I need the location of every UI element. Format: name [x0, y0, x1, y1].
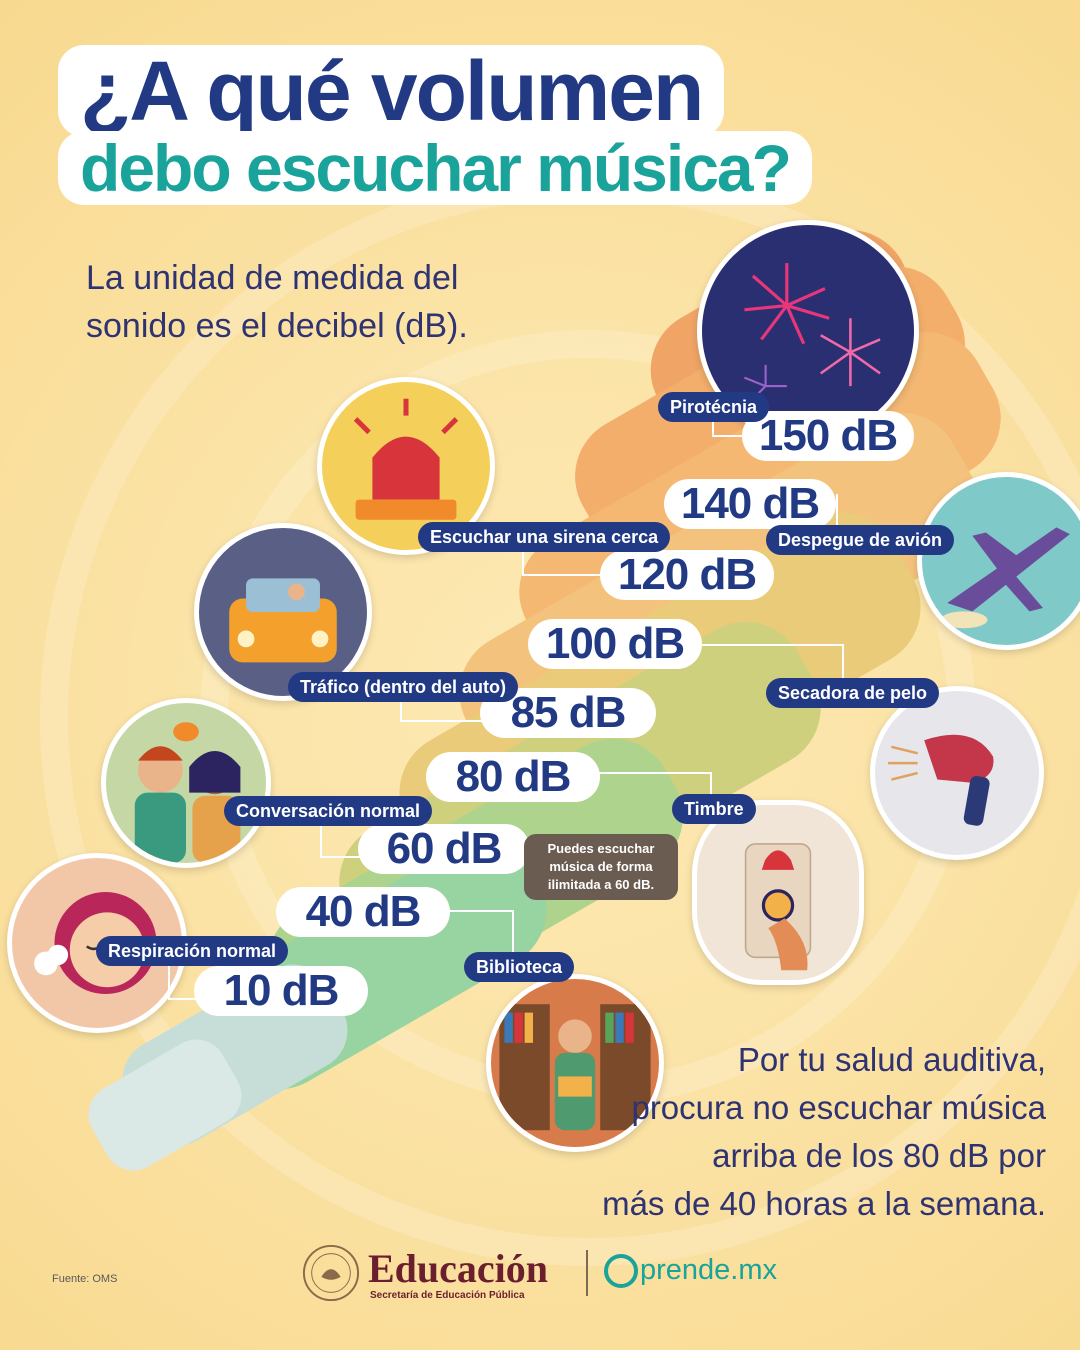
source-text: Fuente: OMS [52, 1273, 118, 1285]
db-value-40: 40 dB [276, 887, 450, 937]
connector-line [700, 644, 844, 682]
sep-seal-icon [302, 1244, 360, 1302]
library-icon [486, 974, 664, 1152]
connector-line [836, 494, 840, 530]
education-brand: Educación [368, 1246, 549, 1291]
title-line-2: debo escuchar música? [58, 131, 812, 205]
hair-dryer-icon [870, 686, 1044, 860]
advice-line-1: Por tu salud auditiva, [737, 1041, 1046, 1078]
car-traffic-icon [194, 523, 372, 701]
connector-line [168, 964, 200, 1000]
db-value-80: 80 dB [426, 752, 600, 802]
label-conversacion: Conversación normal [224, 796, 433, 826]
label-despegue: Despegue de avión [766, 525, 955, 555]
title-line-1: ¿A qué volumen [58, 45, 725, 137]
connector-line [320, 822, 362, 858]
db-value-10: 10 dB [194, 966, 368, 1016]
db-value-60: 60 dB [358, 824, 530, 874]
db-value-100: 100 dB [528, 619, 702, 669]
label-sirena: Escuchar una sirena cerca [418, 522, 671, 552]
advice-line-2: procura no escuchar música [631, 1089, 1046, 1126]
label-timbre: Timbre [672, 794, 756, 824]
db-value-140: 140 dB [664, 479, 836, 529]
label-secadora: Secadora de pelo [766, 678, 940, 708]
label-trafico: Tráfico (dentro del auto) [288, 672, 519, 702]
label-respiracion: Respiración normal [96, 936, 289, 966]
title-block: ¿A qué volumen debo escuchar música? [58, 45, 812, 205]
conversation-icon [101, 698, 271, 868]
connector-line [400, 702, 482, 722]
connector-line [522, 548, 604, 576]
unlimited-note: Puedes escuchar música de forma ilimitad… [524, 834, 678, 900]
note-line-2: música de forma [549, 859, 653, 874]
subtitle-line-1: La unidad de medida del [86, 259, 459, 297]
footer-divider [586, 1250, 588, 1296]
airplane-icon [917, 472, 1080, 650]
db-value-150: 150 dB [742, 411, 914, 461]
advice-line-4: más de 40 horas a la semana. [602, 1185, 1046, 1222]
aprende-brand: prende.mx [640, 1254, 778, 1286]
note-line-3: ilimitada a 60 dB. [547, 877, 655, 892]
doorbell-icon [692, 800, 864, 985]
subtitle: La unidad de medida del sonido es el dec… [86, 254, 526, 350]
subtitle-line-2: sonido es el decibel (dB). [86, 307, 468, 345]
connector-line [598, 772, 712, 798]
connector-line [450, 910, 514, 954]
advice-line-3: arriba de los 80 dB por [712, 1137, 1046, 1174]
education-brand-subtitle: Secretaría de Educación Pública [370, 1290, 525, 1301]
label-pirotecnia: Pirotécnia [658, 392, 770, 422]
label-biblioteca: Biblioteca [464, 952, 575, 982]
aprende-at-icon [604, 1254, 638, 1288]
db-value-120: 120 dB [600, 550, 774, 600]
note-line-1: Puedes escuchar [547, 841, 655, 856]
hearing-advice: Por tu salud auditiva, procura no escuch… [586, 1036, 1046, 1228]
